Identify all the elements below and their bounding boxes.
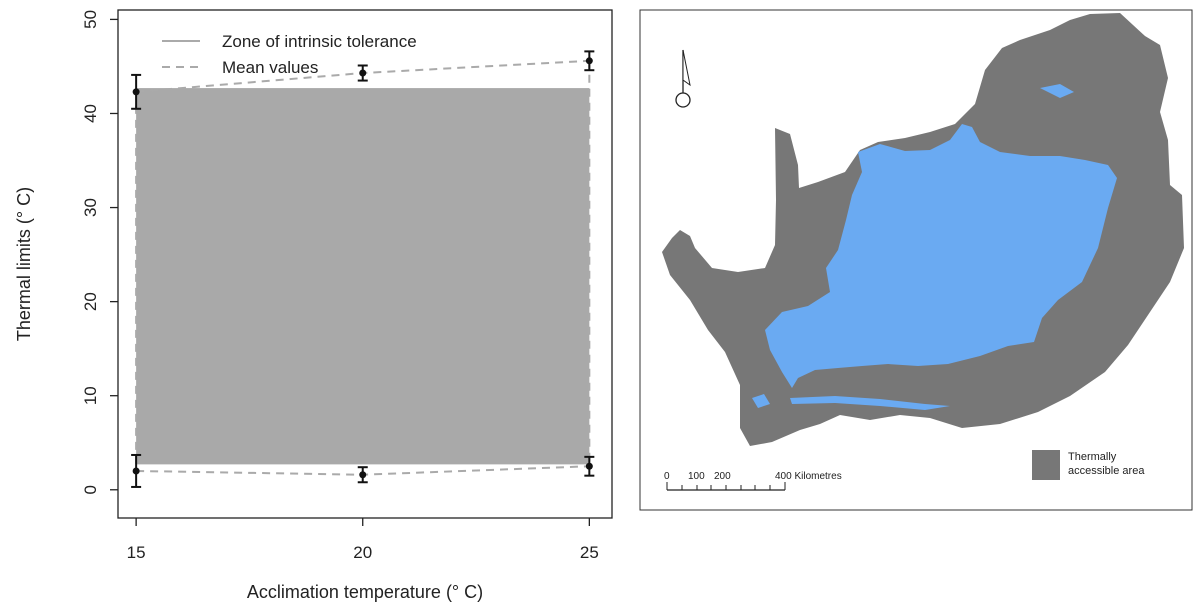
x-tick-label: 25 bbox=[580, 543, 599, 562]
data-point-lower bbox=[359, 471, 367, 479]
x-tick-label: 20 bbox=[353, 543, 372, 562]
accessible-area-shape bbox=[765, 124, 1117, 388]
accessible-area-patch bbox=[1040, 84, 1074, 98]
x-tick-label: 15 bbox=[127, 543, 146, 562]
scale-bar: 0 100 200 400 Kilometres bbox=[664, 471, 842, 491]
data-point-lower bbox=[585, 462, 593, 470]
map-legend-line1: Thermally bbox=[1068, 451, 1117, 463]
y-tick-label: 40 bbox=[81, 104, 100, 123]
north-arrow-icon bbox=[675, 49, 691, 108]
series-layer bbox=[131, 50, 595, 488]
y-tick-label: 10 bbox=[81, 386, 100, 405]
scale-label-100: 100 bbox=[688, 471, 705, 482]
legend-label-zone: Zone of intrinsic tolerance bbox=[222, 32, 417, 51]
distribution-map: 0 100 200 400 Kilometres Thermally acces… bbox=[639, 9, 1193, 511]
scale-label-400: 400 Kilometres bbox=[775, 471, 842, 482]
legend: Zone of intrinsic tolerance Mean values bbox=[162, 32, 417, 77]
accessible-area-coastal-strip bbox=[790, 396, 950, 410]
data-point-upper bbox=[585, 57, 593, 65]
scale-label-0: 0 bbox=[664, 471, 670, 482]
y-tick-label: 0 bbox=[81, 485, 100, 494]
y-tick-label: 20 bbox=[81, 292, 100, 311]
data-point-lower bbox=[132, 467, 140, 475]
map-legend-swatch bbox=[1032, 450, 1060, 480]
map-legend-line2: accessible area bbox=[1068, 465, 1145, 477]
y-tick-label: 50 bbox=[81, 10, 100, 29]
tolerance-zone-rect bbox=[136, 88, 590, 465]
x-axis-title: Acclimation temperature (° C) bbox=[247, 582, 483, 602]
y-tick-label: 30 bbox=[81, 198, 100, 217]
y-axis-title: Thermal limits (° C) bbox=[14, 187, 34, 341]
scale-label-200: 200 bbox=[714, 471, 731, 482]
thermal-limits-chart: 15 20 25 0 10 20 30 40 50 Zone of intrinsic tole… bbox=[14, 9, 613, 602]
map-legend: Thermally accessible area bbox=[1032, 450, 1145, 480]
axis-layer: 15 20 25 0 10 20 30 40 50 bbox=[81, 10, 599, 562]
accessible-area-patch bbox=[752, 394, 770, 408]
data-point-upper bbox=[359, 69, 367, 77]
tolerance-zone-layer bbox=[136, 88, 590, 465]
plot-frame bbox=[117, 9, 613, 519]
legend-label-mean: Mean values bbox=[222, 58, 318, 77]
data-point-upper bbox=[132, 88, 140, 96]
